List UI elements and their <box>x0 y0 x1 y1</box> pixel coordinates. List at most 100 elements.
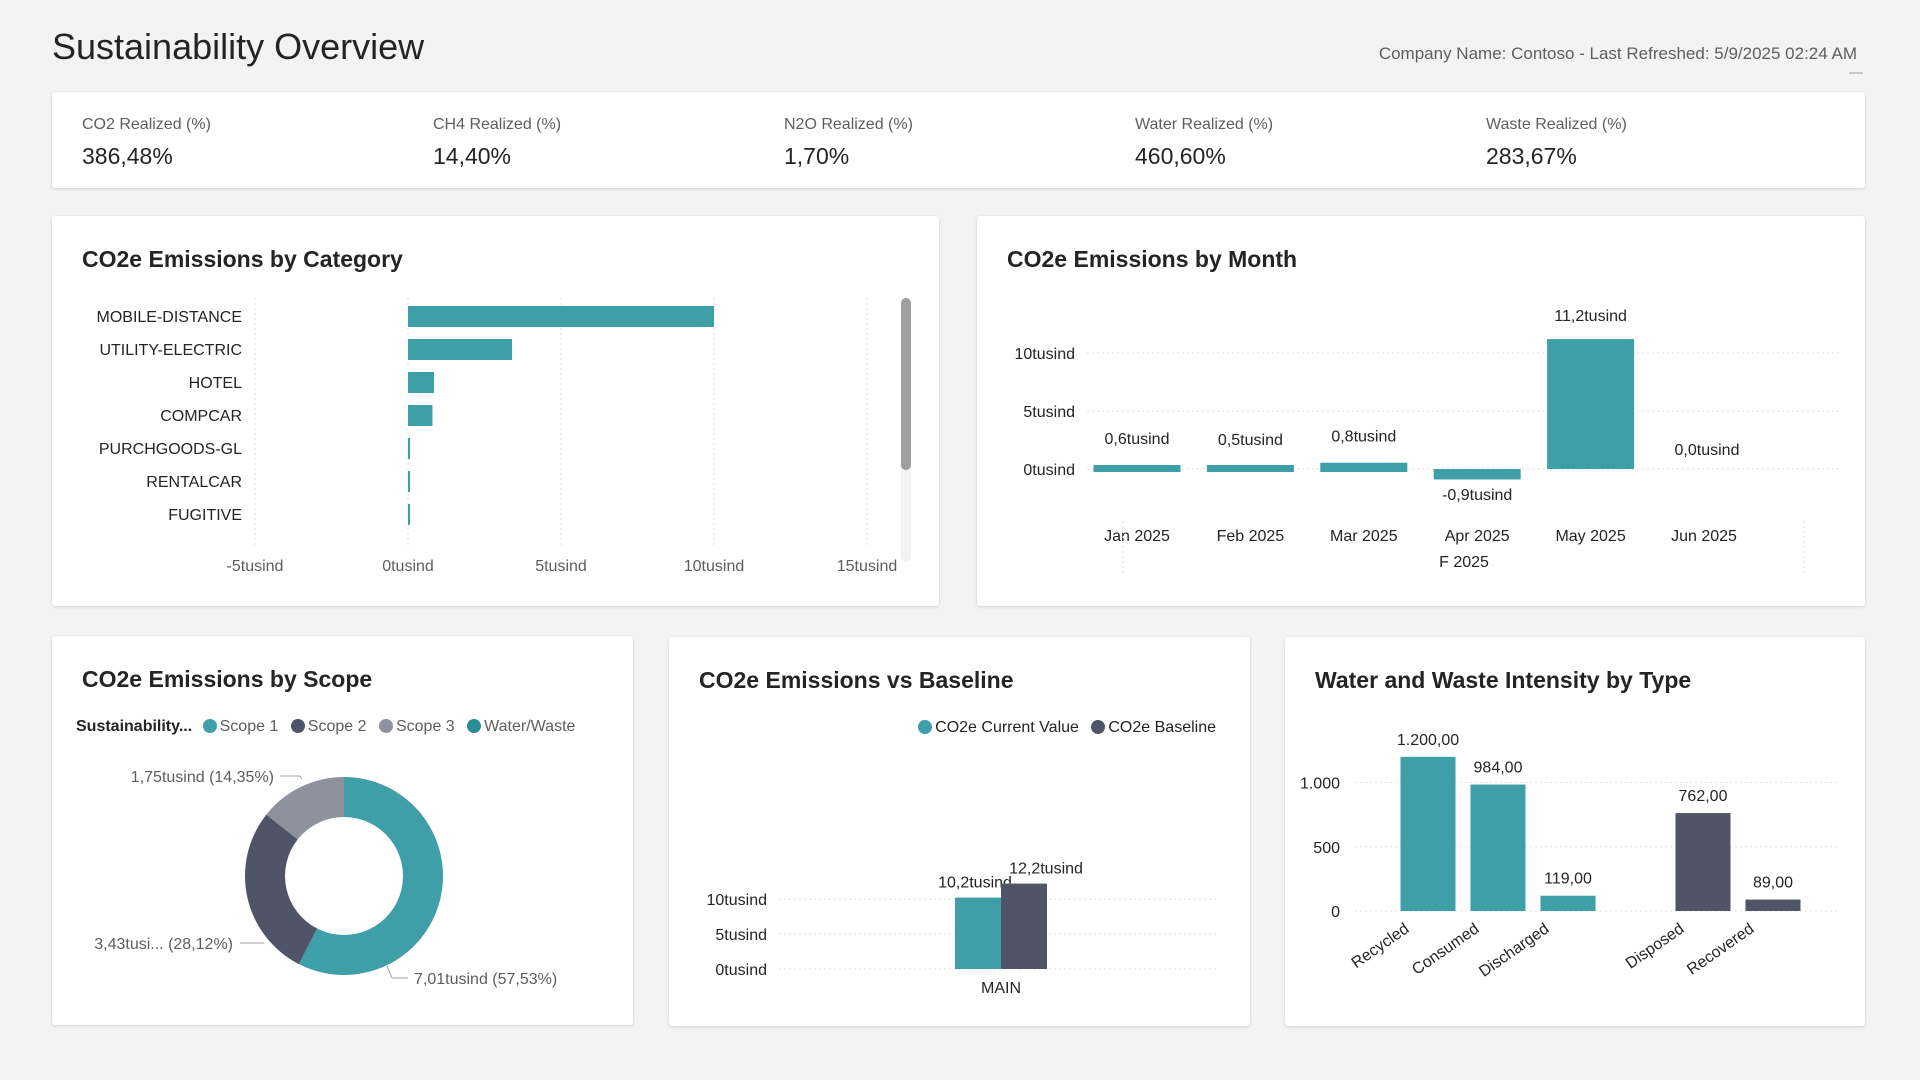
bar <box>408 471 410 492</box>
bar <box>955 897 1001 969</box>
y-tick-label: 5tusind <box>1023 404 1075 421</box>
legend-item-current[interactable]: CO2e Current Value <box>918 719 1079 736</box>
month-chart-card[interactable]: CO2e Emissions by Month 0tusind 5tusind 10… <box>977 216 1865 606</box>
legend-item-scope3[interactable]: Scope 3 <box>378 718 455 735</box>
x-tick-label: 10tusind <box>684 558 745 575</box>
x-tick-label: Consumed <box>1409 920 1482 978</box>
data-label: 762,00 <box>1679 788 1728 805</box>
slice-label: 7,01tusind (57,53%) <box>414 971 557 988</box>
category-label: UTILITY-ELECTRIC <box>99 342 242 359</box>
data-label: 11,2tusind <box>1554 308 1627 325</box>
x-tick-label: Recovered <box>1684 920 1757 978</box>
legend-item-scope2[interactable]: Scope 2 <box>290 718 367 735</box>
chart-title: CO2e Emissions by Month <box>1007 246 1298 272</box>
bar <box>1470 784 1526 911</box>
legend-dot <box>467 719 482 733</box>
chart-title: CO2e Emissions by Category <box>82 246 403 272</box>
legend-label: Water/Waste <box>484 718 576 735</box>
category-label: FUGITIVE <box>168 507 242 524</box>
category-label: HOTEL <box>189 375 242 392</box>
y-tick-label: 0 <box>1331 904 1340 921</box>
kpi-value: 14,40% <box>433 143 512 169</box>
y-tick-label: 10tusind <box>707 892 768 909</box>
x-tick-label: Jan 2025 <box>1104 528 1170 545</box>
kpi-card: CO2 Realized (%) 386,48% CH4 Realized (%… <box>52 92 1865 188</box>
bar <box>1433 469 1521 480</box>
chart-title: Water and Waste Intensity by Type <box>1315 667 1692 693</box>
category-chart-card[interactable]: CO2e Emissions by Category -5tusind 0tusi… <box>52 216 939 606</box>
kpi-waste[interactable]: Waste Realized (%) 283,67% <box>1486 116 1627 170</box>
legend-dot <box>918 720 933 734</box>
page-title: Sustainability Overview <box>52 26 425 67</box>
water-waste-chart: 0 500 1.000 1.200,00 Recycled 984,00 Consumed 1… <box>1300 732 1840 981</box>
category-label: COMPCAR <box>160 408 242 425</box>
y-tick-label: 500 <box>1313 840 1340 857</box>
kpi-value: 283,67% <box>1486 143 1577 169</box>
bar <box>1001 883 1047 969</box>
legend-label: Scope 2 <box>307 718 367 735</box>
kpi-label: CO2 Realized (%) <box>82 116 211 133</box>
y-tick-label: 1.000 <box>1300 776 1340 793</box>
donut-slice <box>266 777 344 840</box>
x-tick-label: 5tusind <box>535 558 587 575</box>
baseline-chart: 0tusind 5tusind 10tusind 10,2tusind12,2tusi… <box>707 861 1219 997</box>
data-label: 10,2tusind <box>938 875 1012 892</box>
x-tick-label: 0tusind <box>382 558 434 575</box>
y-tick-label: 10tusind <box>1015 346 1076 363</box>
y-tick-label: 5tusind <box>715 927 767 944</box>
kpi-label: N2O Realized (%) <box>784 116 913 133</box>
kpi-water[interactable]: Water Realized (%) 460,60% <box>1135 116 1273 170</box>
category-label: PURCHGOODS-GL <box>99 441 242 458</box>
donut-slice <box>245 814 318 965</box>
bar <box>1206 465 1294 472</box>
legend-dot <box>1091 720 1106 734</box>
legend-label: CO2e Baseline <box>1108 719 1216 736</box>
bar <box>1320 462 1408 472</box>
bar <box>408 405 433 426</box>
scope-legend: Sustainability... Scope 1 Scope 2 Scope … <box>76 718 583 736</box>
bar <box>408 504 410 525</box>
legend-item-water-waste[interactable]: Water/Waste <box>467 718 575 735</box>
slice-label: 1,75tusind (14,35%) <box>131 769 274 786</box>
baseline-chart-card[interactable]: CO2e Emissions vs Baseline CO2e Current … <box>669 637 1250 1026</box>
legend-dot <box>202 719 217 733</box>
kpi-value: 1,70% <box>784 143 850 169</box>
month-chart: 0tusind 5tusind 10tusind 0,6tusind Jan 2025 0… <box>1015 308 1842 576</box>
kpi-label: Water Realized (%) <box>1135 116 1274 133</box>
leader-line <box>280 775 303 780</box>
x-tick-label: 15tusind <box>837 558 898 575</box>
data-label: 12,2tusind <box>1009 861 1083 878</box>
data-label: 119,00 <box>1544 871 1592 888</box>
refresh-info: Company Name: Contoso - Last Refreshed: … <box>1378 44 1857 63</box>
chart-scrollbar-thumb[interactable] <box>901 298 911 470</box>
chart-title: CO2e Emissions vs Baseline <box>699 667 1014 693</box>
legend-item-baseline[interactable]: CO2e Baseline <box>1091 719 1216 736</box>
kpi-co2[interactable]: CO2 Realized (%) 386,48% <box>82 116 211 170</box>
kpi-ch4[interactable]: CH4 Realized (%) 14,40% <box>433 116 561 170</box>
legend-item-scope1[interactable]: Scope 1 <box>202 718 278 735</box>
bar <box>1547 339 1635 469</box>
data-label: 1.200,00 <box>1397 732 1459 749</box>
data-label: 984,00 <box>1474 760 1523 777</box>
data-label: 89,00 <box>1753 875 1793 892</box>
x-tick-label: Feb 2025 <box>1217 528 1285 545</box>
donut-slice <box>298 777 444 975</box>
legend-label: Scope 3 <box>395 718 455 735</box>
slice-label: 3,43tusi... (28,12%) <box>94 936 233 953</box>
x-tick-label: Disposed <box>1623 920 1687 972</box>
bar <box>1675 813 1731 911</box>
data-label: -0,9tusind <box>1442 487 1512 504</box>
scope-chart-card[interactable]: CO2e Emissions by Scope Sustainability..… <box>52 636 633 1025</box>
kpi-n2o[interactable]: N2O Realized (%) 1,70% <box>784 116 913 170</box>
legend-dot <box>378 719 393 733</box>
water-waste-chart-card[interactable]: Water and Waste Intensity by Type 0 500 1.… <box>1285 637 1865 1026</box>
group-label: F 2025 <box>1439 554 1489 571</box>
kpi-label: CH4 Realized (%) <box>433 116 562 133</box>
x-tick-label: -5tusind <box>227 558 284 575</box>
bar <box>408 372 435 393</box>
baseline-legend: CO2e Current Value CO2e Baseline <box>918 719 1216 737</box>
kpi-value: 386,48% <box>82 143 173 169</box>
x-tick-label: Apr 2025 <box>1445 528 1510 545</box>
data-label: 0,5tusind <box>1218 432 1283 449</box>
x-tick-label: Jun 2025 <box>1671 528 1737 545</box>
